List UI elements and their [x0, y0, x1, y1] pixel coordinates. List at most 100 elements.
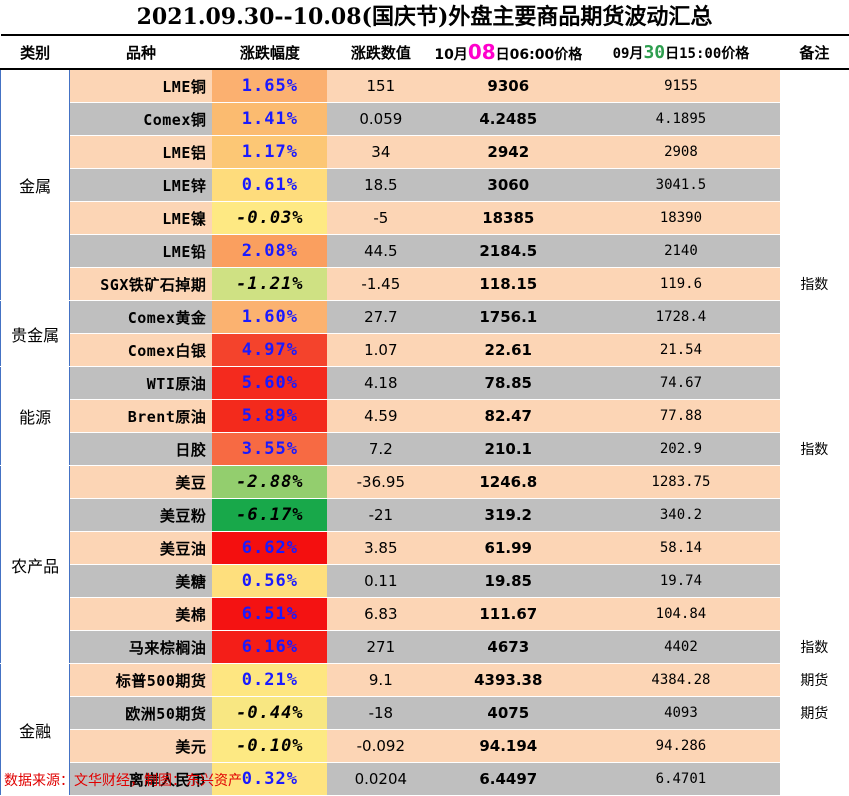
previous-price: 119.6: [582, 268, 779, 301]
previous-price: 104.84: [582, 598, 779, 631]
commodity-name: Comex铜: [70, 103, 213, 136]
commodity-name: 美豆油: [70, 532, 213, 565]
previous-price: 19.74: [582, 565, 779, 598]
change-value: -1.45: [327, 268, 434, 301]
page-title: 2021.09.30--10.08(国庆节)外盘主要商品期货波动汇总: [0, 0, 849, 34]
previous-price: 21.54: [582, 334, 779, 367]
latest-price: 319.2: [434, 499, 582, 532]
category-label: 贵金属: [1, 301, 70, 367]
previous-price: 1728.4: [582, 301, 779, 334]
change-percent: -0.44%: [212, 697, 327, 730]
change-percent: 6.51%: [212, 598, 327, 631]
note-cell: [780, 301, 849, 334]
note-cell: 期货: [780, 697, 849, 730]
note-cell: [780, 169, 849, 202]
change-value: 4.18: [327, 367, 434, 400]
latest-price: 1246.8: [434, 466, 582, 499]
commodity-name: LME铜: [70, 69, 213, 103]
change-percent: 6.62%: [212, 532, 327, 565]
note-cell: [780, 499, 849, 532]
commodity-name: 美豆: [70, 466, 213, 499]
previous-price: 1283.75: [582, 466, 779, 499]
previous-price: 202.9: [582, 433, 779, 466]
note-cell: [780, 69, 849, 103]
previous-price: 74.67: [582, 367, 779, 400]
latest-price: 2942: [434, 136, 582, 169]
previous-price: 4384.28: [582, 664, 779, 697]
commodity-name: 美棉: [70, 598, 213, 631]
header-prev-day: 30: [643, 42, 665, 63]
change-percent: 2.08%: [212, 235, 327, 268]
change-value: 4.59: [327, 400, 434, 433]
change-value: 34: [327, 136, 434, 169]
latest-price: 18385: [434, 202, 582, 235]
change-value: -21: [327, 499, 434, 532]
commodity-name: Brent原油: [70, 400, 213, 433]
note-cell: [780, 400, 849, 433]
note-cell: 指数: [780, 631, 849, 664]
latest-price: 1756.1: [434, 301, 582, 334]
latest-price: 78.85: [434, 367, 582, 400]
change-value: 151: [327, 69, 434, 103]
change-value: 9.1: [327, 664, 434, 697]
change-percent: -0.10%: [212, 730, 327, 763]
change-percent: 1.41%: [212, 103, 327, 136]
change-value: 27.7: [327, 301, 434, 334]
header-prev-suffix: 日15:00价格: [665, 46, 749, 62]
change-value: 3.85: [327, 532, 434, 565]
change-percent: 6.16%: [212, 631, 327, 664]
futures-table: 类别 品种 涨跌幅度 涨跌数值 10月08日06:00价格 09月30日15:0…: [0, 34, 849, 796]
change-value: 1.07: [327, 334, 434, 367]
header-note: 备注: [780, 35, 849, 69]
change-value: 0.059: [327, 103, 434, 136]
latest-price: 82.47: [434, 400, 582, 433]
header-name: 品种: [70, 35, 213, 69]
change-percent: 0.56%: [212, 565, 327, 598]
header-latest-day: 08: [468, 40, 496, 64]
commodity-name: Comex黄金: [70, 301, 213, 334]
previous-price: 3041.5: [582, 169, 779, 202]
commodity-name: WTI原油: [70, 367, 213, 400]
change-percent: -0.03%: [212, 202, 327, 235]
previous-price: 4093: [582, 697, 779, 730]
change-value: 6.83: [327, 598, 434, 631]
commodity-name: LME镍: [70, 202, 213, 235]
change-percent: 5.89%: [212, 400, 327, 433]
header-prev-prefix: 09月: [613, 46, 644, 62]
commodity-name: LME铝: [70, 136, 213, 169]
note-cell: [780, 136, 849, 169]
change-value: -18: [327, 697, 434, 730]
header-pct: 涨跌幅度: [212, 35, 327, 69]
change-value: 44.5: [327, 235, 434, 268]
latest-price: 61.99: [434, 532, 582, 565]
category-label: 农产品: [1, 466, 70, 664]
latest-price: 4075: [434, 697, 582, 730]
latest-price: 94.194: [434, 730, 582, 763]
change-percent: -6.17%: [212, 499, 327, 532]
commodity-name: 美豆粉: [70, 499, 213, 532]
change-value: 0.0204: [327, 763, 434, 796]
header-change: 涨跌数值: [327, 35, 434, 69]
note-cell: [780, 235, 849, 268]
change-percent: 1.60%: [212, 301, 327, 334]
commodity-name: 美糖: [70, 565, 213, 598]
change-percent: 3.55%: [212, 433, 327, 466]
header-category: 类别: [1, 35, 70, 69]
latest-price: 118.15: [434, 268, 582, 301]
change-value: 18.5: [327, 169, 434, 202]
